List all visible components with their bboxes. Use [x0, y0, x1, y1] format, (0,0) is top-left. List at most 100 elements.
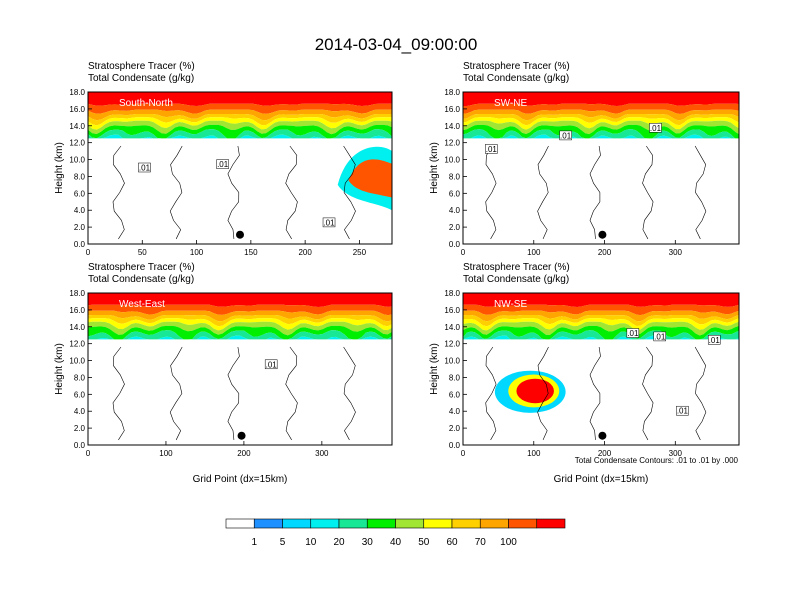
tracer-band-7 [463, 124, 739, 139]
contour-label-box [216, 159, 229, 169]
tracer-band-5 [88, 318, 392, 331]
panel-title-condensate: Total Condensate (g/kg) [88, 73, 194, 84]
contour-label: .01 [677, 407, 689, 416]
x-axis-label: Grid Point (dx=15km) [193, 474, 288, 485]
y-tick-label: 14.0 [69, 323, 85, 332]
contour-label: .01 [266, 360, 278, 369]
contour-label: .01 [650, 124, 662, 133]
condensate-contour [485, 145, 497, 240]
chart-panel-3: .01 West-East Stratosphere Tracer (%)Total… [54, 262, 393, 485]
plot-area [463, 92, 739, 240]
y-tick-label: 18.0 [444, 88, 460, 97]
colorbar-swatch [253, 518, 283, 529]
tracer-band-5 [463, 117, 739, 130]
y-tick-label: 6.0 [74, 390, 86, 399]
y-tick-label: 8.0 [74, 172, 86, 181]
tracer-band-3 [463, 310, 739, 322]
y-tick-label: 10.0 [69, 357, 85, 366]
x-tick-label: 100 [527, 248, 541, 257]
panel-label: West-East [119, 299, 165, 310]
plot-frame [87, 292, 393, 446]
y-tick-label: 18.0 [444, 289, 460, 298]
y-tick-label: 4.0 [74, 407, 86, 416]
x-tick-label: 200 [598, 449, 612, 458]
y-axis-label: Height (km) [429, 142, 440, 194]
colorbar-label: 70 [475, 537, 487, 548]
colorbar-swatch [282, 518, 312, 529]
tracer-band-6 [88, 321, 392, 336]
colorbar-swatch [225, 518, 255, 529]
x-tick-label: 100 [527, 449, 541, 458]
panels: .01 .01 .01 South-North Stratosphere Tracer … [54, 61, 740, 485]
colorbar: 1 5 10 20 30 40 50 60 70 100 [225, 518, 566, 548]
condensate-contour [285, 145, 298, 240]
intrusion-core [516, 378, 554, 404]
tracer-band-4 [463, 315, 739, 327]
y-tick-label: 14.0 [69, 122, 85, 131]
tracer-band-6 [88, 120, 392, 135]
x-tick-label: 0 [461, 449, 466, 458]
colorbar-swatch [395, 518, 425, 529]
y-tick-label: 2.0 [449, 223, 461, 232]
y-tick-label: 10.0 [69, 156, 85, 165]
y-tick-label: 0.0 [449, 441, 461, 450]
x-tick-label: 50 [138, 248, 147, 257]
contour-label-box [264, 359, 278, 370]
y-tick-label: 18.0 [69, 289, 85, 298]
x-tick-label: 300 [669, 449, 683, 458]
location-marker [598, 431, 607, 440]
contour-label: .01 [486, 145, 498, 154]
contour-label: .01 [654, 332, 666, 341]
x-tick-label: 300 [669, 248, 683, 257]
condensate-contour [589, 145, 601, 239]
x-tick-label: 100 [159, 449, 173, 458]
tracer-band-7 [88, 325, 392, 340]
location-marker [236, 230, 244, 239]
x-tick-label: 200 [298, 248, 312, 257]
y-tick-label: 10.0 [444, 357, 460, 366]
condensate-contour [694, 346, 707, 441]
y-tick-label: 4.0 [449, 206, 461, 215]
contour-label-box [653, 331, 666, 342]
plot-area [463, 293, 739, 441]
panel-title-condensate: Total Condensate (g/kg) [88, 274, 194, 285]
x-tick-label: 0 [461, 248, 466, 257]
condensate-contour [285, 346, 298, 441]
y-tick-label: 2.0 [449, 424, 461, 433]
tracer-band-5 [88, 117, 392, 130]
y-tick-label: 4.0 [449, 407, 461, 416]
colorbar-swatch [310, 518, 340, 529]
tracer-band-6 [463, 120, 739, 135]
x-tick-label: 200 [237, 449, 251, 458]
tracer-band-4 [88, 114, 392, 126]
tracer-band-2 [463, 103, 739, 114]
intrusion-core [348, 159, 392, 198]
colorbar-swatch [479, 518, 509, 529]
contour-label: .01 [709, 336, 721, 345]
tracer-band-8 [463, 330, 739, 340]
x-tick-label: 300 [315, 449, 329, 458]
y-tick-label: 12.0 [69, 340, 85, 349]
y-tick-label: 12.0 [444, 139, 460, 148]
condensate-contour [169, 346, 183, 441]
y-tick-label: 16.0 [444, 306, 460, 315]
tracer-band-8 [463, 129, 739, 139]
tracer-band-8 [88, 129, 392, 139]
contour-label-box [138, 162, 151, 173]
plot-frame [462, 91, 740, 245]
condensate-contour [343, 145, 356, 240]
condensate-contour [169, 145, 183, 240]
y-tick-label: 8.0 [449, 172, 461, 181]
plot-area [88, 92, 392, 240]
y-tick-label: 0.0 [74, 240, 86, 249]
y-axis-label: Height (km) [54, 343, 65, 395]
plot-frame [462, 292, 740, 446]
condensate-contour [485, 346, 497, 441]
y-tick-label: 18.0 [69, 88, 85, 97]
tracer-band-6 [463, 321, 739, 336]
x-tick-label: 0 [86, 248, 91, 257]
condensate-contour [537, 346, 549, 441]
contour-label: .01 [560, 131, 572, 140]
y-tick-label: 8.0 [74, 373, 86, 382]
panel-title-condensate: Total Condensate (g/kg) [463, 274, 569, 285]
